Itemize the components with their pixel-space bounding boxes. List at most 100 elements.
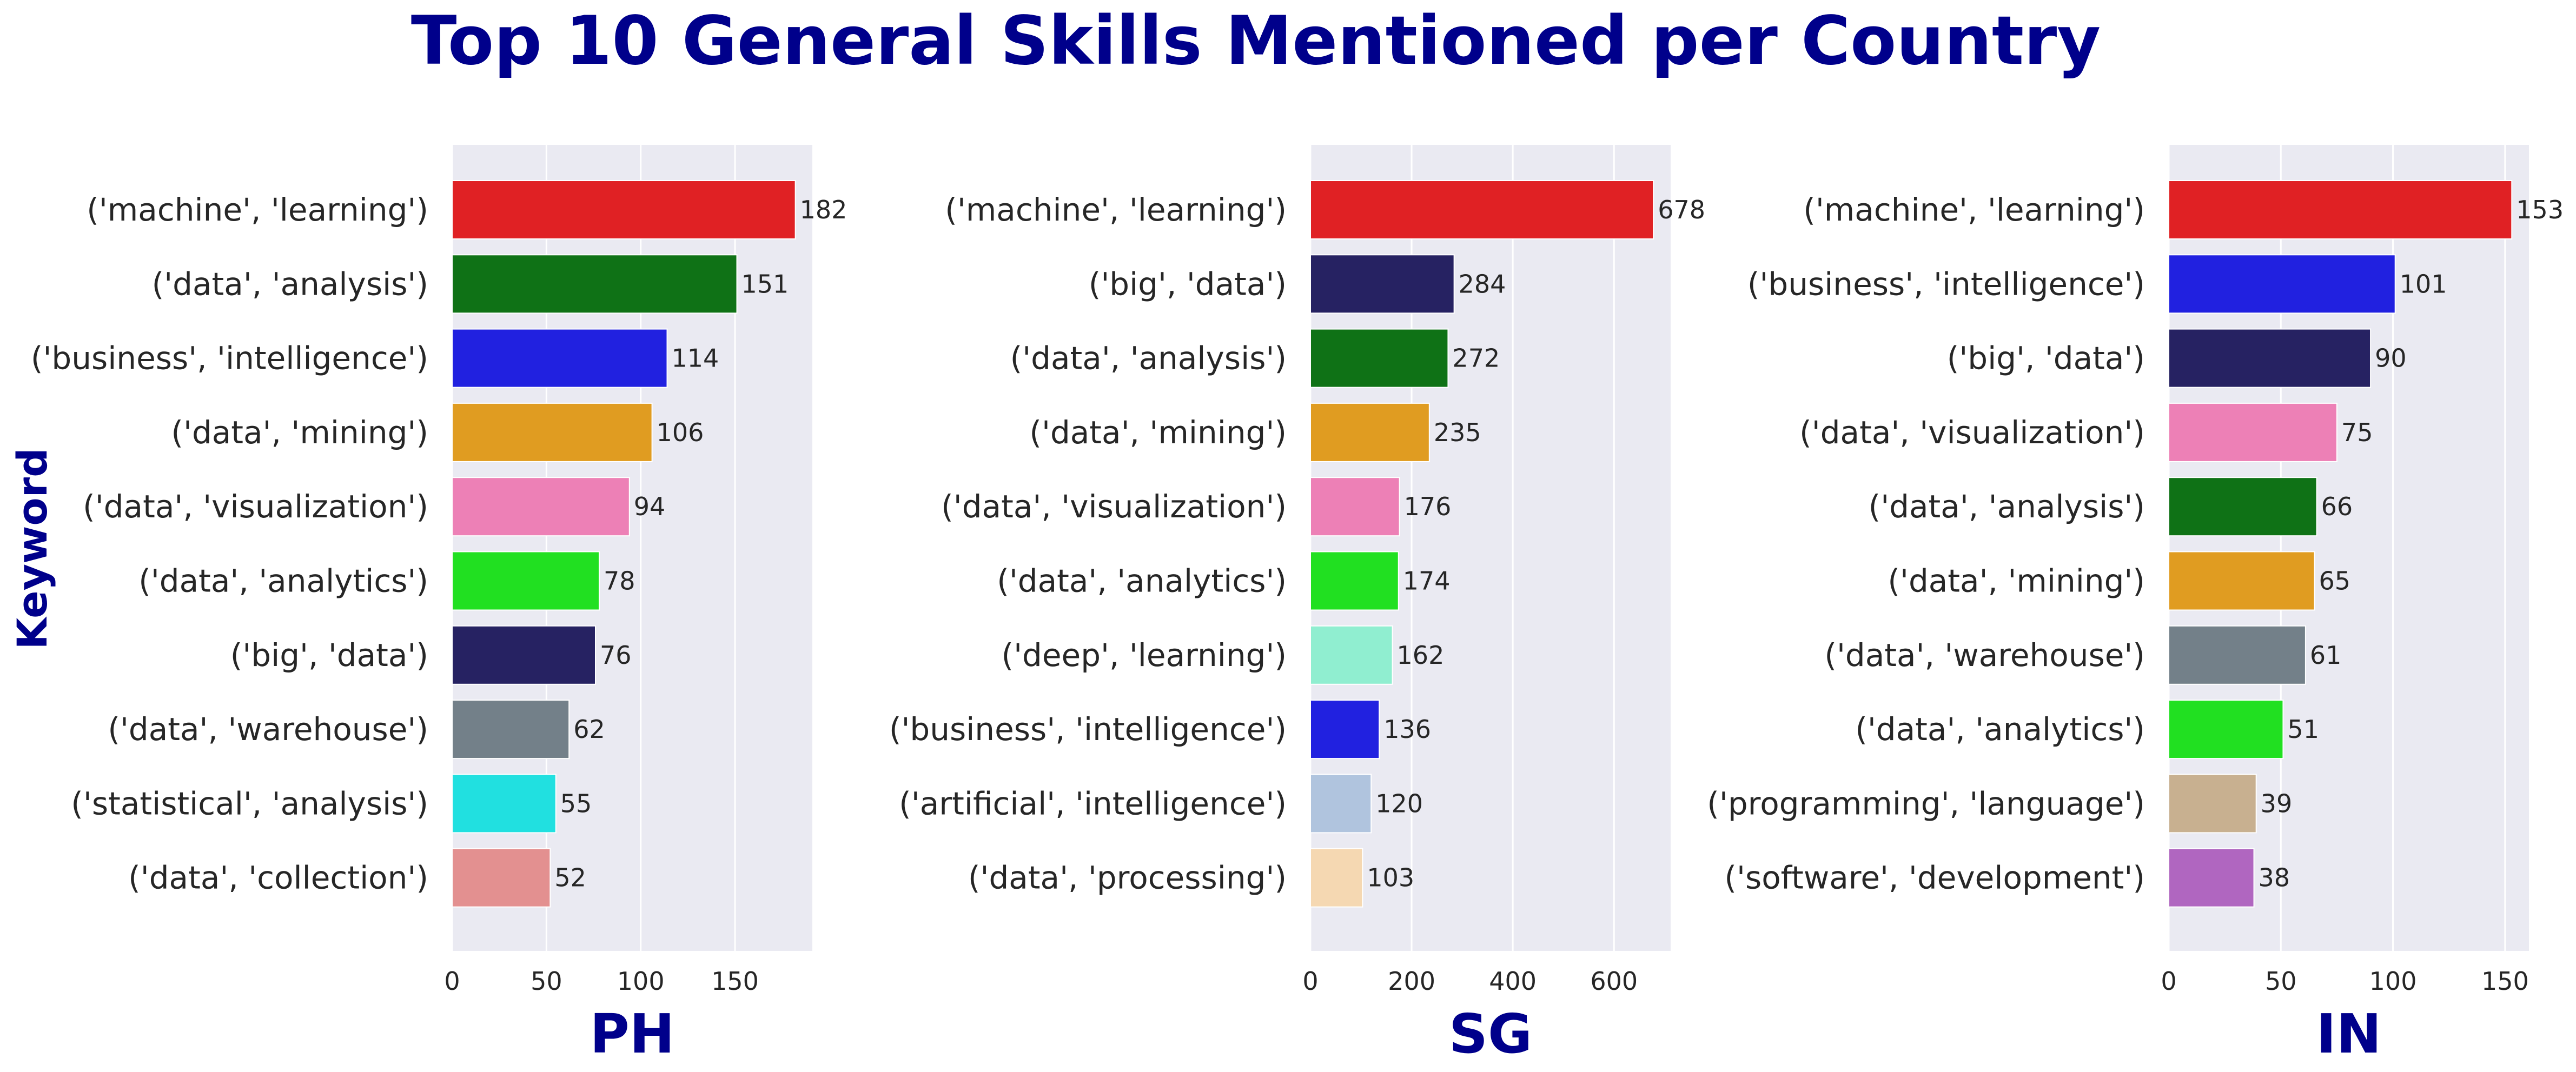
x-tick-label: 0	[2161, 967, 2176, 996]
category-label: ('deep', 'learning')	[1001, 637, 1287, 674]
bar	[2168, 254, 2396, 314]
chart-title: Top 10 General Skills Mentioned per Coun…	[411, 2, 2101, 80]
data-label: 174	[1403, 567, 1451, 596]
panel-PH: 182 ('machine', 'learning') 151 ('data', 'a…	[31, 145, 847, 1066]
category-label: ('data', 'visualization')	[941, 488, 1287, 525]
data-label: 52	[554, 863, 586, 893]
bar	[1310, 477, 1400, 537]
data-label: 272	[1452, 344, 1500, 373]
category-label: ('statistical', 'analysis')	[71, 785, 428, 822]
category-label: ('machine', 'learning')	[87, 191, 428, 228]
x-tick-label: 150	[2481, 967, 2529, 996]
x-tick-label: 0	[1302, 967, 1318, 996]
data-label: 151	[741, 269, 789, 298]
data-label: 103	[1367, 863, 1414, 893]
bar	[2168, 180, 2513, 239]
bar	[1310, 848, 1363, 908]
bar	[452, 625, 597, 685]
data-label: 114	[672, 344, 719, 373]
category-label: ('data', 'analysis')	[1010, 340, 1287, 377]
panel-IN: 153 ('machine', 'learning') 101 ('business'…	[1707, 145, 2564, 1066]
bar	[2168, 551, 2315, 611]
category-label: ('business', 'intelligence')	[1747, 265, 2145, 302]
data-label: 66	[2321, 492, 2353, 521]
x-tick-label: 0	[444, 967, 460, 996]
category-label: ('data', 'mining')	[1029, 414, 1287, 451]
category-label: ('data', 'visualization')	[83, 488, 428, 525]
data-label: 106	[657, 418, 704, 447]
x-tick-label: 200	[1388, 967, 1435, 996]
category-label: ('data', 'processing')	[968, 860, 1287, 896]
bar	[1310, 551, 1399, 611]
data-label: 94	[634, 492, 666, 521]
y-axis-label: Keyword	[8, 448, 56, 650]
bar	[452, 551, 600, 611]
category-label: ('big', 'data')	[1947, 340, 2145, 377]
x-tick-label: 100	[617, 967, 665, 996]
category-label: ('data', 'mining')	[1888, 563, 2145, 600]
bar	[452, 848, 551, 908]
category-label: ('data', 'analytics')	[1855, 711, 2145, 748]
data-label: 176	[1404, 492, 1452, 521]
category-label: ('data', 'visualization')	[1799, 414, 2145, 451]
data-label: 62	[573, 715, 605, 744]
bar	[2168, 402, 2337, 462]
bar	[2168, 477, 2317, 537]
data-label: 76	[600, 641, 632, 670]
x-tick-label: 400	[1489, 967, 1537, 996]
data-label: 678	[1658, 195, 1705, 224]
category-label: ('big', 'data')	[1089, 265, 1287, 302]
data-label: 65	[2319, 567, 2350, 596]
chart-panels: 182 ('machine', 'learning') 151 ('data', 'a…	[31, 145, 2564, 1066]
category-label: ('big', 'data')	[230, 637, 428, 674]
data-label: 235	[1434, 418, 1481, 447]
bar	[2168, 328, 2372, 388]
bar	[2168, 774, 2257, 834]
bar	[452, 774, 557, 834]
data-label: 51	[2287, 715, 2319, 744]
bar	[1310, 402, 1430, 462]
bar	[2168, 700, 2284, 760]
data-label: 90	[2375, 344, 2407, 373]
bar	[1310, 180, 1654, 239]
panel-SG: 678 ('machine', 'learning') 284 ('big', 'da…	[889, 145, 1705, 1066]
data-label: 61	[2310, 641, 2342, 670]
category-label: ('software', 'development')	[1724, 860, 2145, 896]
bar	[452, 180, 796, 239]
x-axis-label: PH	[590, 1002, 675, 1066]
bar	[452, 402, 653, 462]
data-label: 162	[1397, 641, 1445, 670]
x-tick-label: 600	[1590, 967, 1638, 996]
bar	[1310, 774, 1372, 834]
category-label: ('data', 'analysis')	[152, 265, 428, 302]
category-label: ('business', 'intelligence')	[31, 340, 428, 377]
x-tick-label: 50	[531, 967, 562, 996]
data-label: 284	[1459, 269, 1506, 298]
x-tick-label: 100	[2369, 967, 2417, 996]
x-tick-label: 50	[2265, 967, 2297, 996]
bar	[1310, 700, 1380, 760]
bar	[452, 700, 570, 760]
category-label: ('programming', 'language')	[1707, 785, 2145, 822]
data-label: 101	[2400, 269, 2447, 298]
category-label: ('artificial', 'intelligence')	[899, 785, 1287, 822]
bar	[1310, 328, 1449, 388]
category-label: ('data', 'analysis')	[1869, 488, 2145, 525]
category-label: ('data', 'analytics')	[138, 563, 428, 600]
data-label: 55	[560, 789, 592, 818]
x-axis-label: IN	[2316, 1002, 2382, 1066]
x-axis-label: SG	[1449, 1002, 1532, 1066]
category-label: ('machine', 'learning')	[1803, 191, 2145, 228]
category-label: ('machine', 'learning')	[945, 191, 1287, 228]
data-label: 38	[2259, 863, 2290, 893]
bar	[1310, 254, 1455, 314]
bar	[452, 477, 630, 537]
bar	[2168, 625, 2306, 685]
category-label: ('data', 'analytics')	[997, 563, 1287, 600]
category-label: ('business', 'intelligence')	[889, 711, 1287, 748]
x-tick-label: 150	[711, 967, 759, 996]
data-label: 136	[1383, 715, 1431, 744]
bar	[452, 254, 738, 314]
category-label: ('data', 'warehouse')	[1824, 637, 2145, 674]
